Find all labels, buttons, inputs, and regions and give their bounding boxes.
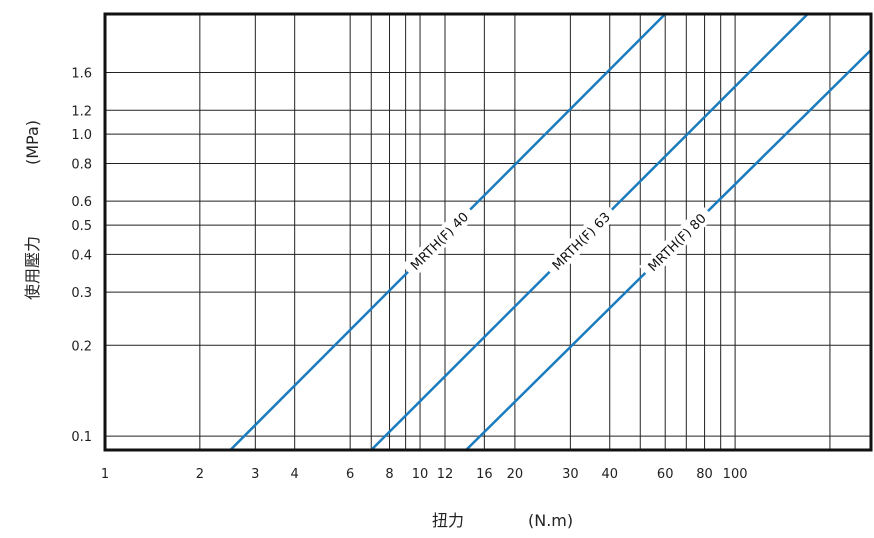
- x-tick-label: 40: [601, 467, 618, 482]
- x-tick-label: 20: [507, 467, 524, 482]
- series-label: MRTH(F) 63: [550, 210, 614, 274]
- x-tick-label: 12: [437, 467, 454, 482]
- x-tick-label: 2: [196, 467, 204, 482]
- x-tick-label: 8: [385, 467, 393, 482]
- series-label-background: [639, 204, 715, 280]
- y-tick-label: 1.2: [71, 104, 92, 119]
- y-axis-title: 使用壓力: [23, 236, 42, 300]
- series-label-background: [401, 203, 477, 279]
- y-tick-label: 0.5: [71, 219, 92, 234]
- x-axis-title: 扭力: [432, 511, 464, 530]
- y-tick-label: 1.0: [71, 128, 92, 143]
- series-label-group: MRTH(F) 63: [543, 203, 619, 279]
- grid-layer: [105, 14, 871, 450]
- x-tick-label: 100: [723, 467, 748, 482]
- x-tick-label: 1: [101, 467, 109, 482]
- y-tick-label: 0.1: [71, 430, 92, 445]
- y-tick-label: 0.8: [71, 157, 92, 172]
- series-layer: [229, 13, 872, 451]
- y-tick-label: 0.2: [71, 339, 92, 354]
- x-tick-label: 80: [696, 467, 713, 482]
- y-tick-label: 0.6: [71, 195, 92, 210]
- x-tick-label: 16: [476, 467, 493, 482]
- series-label: MRTH(F) 80: [646, 211, 710, 275]
- plot-frame: [103, 12, 873, 452]
- series-label-background: [543, 203, 619, 279]
- series-label: MRTH(F) 40: [408, 210, 472, 274]
- x-tick-label: 30: [562, 467, 579, 482]
- series-label-group: MRTH(F) 40: [401, 203, 477, 279]
- y-tick-label: 0.3: [71, 286, 92, 301]
- x-tick-label: 6: [346, 467, 354, 482]
- tick-layer: 1 2 3 4 6 8 10 12 16 20 30 40 60 80 1000.10.20.30.40.5…: [71, 67, 747, 482]
- y-axis-unit: (MPa): [23, 120, 42, 165]
- x-tick-label: 4: [291, 467, 299, 482]
- x-axis-unit: (N.m): [528, 511, 573, 530]
- x-tick-label: 60: [657, 467, 674, 482]
- x-tick-label: 10: [412, 467, 429, 482]
- x-tick-label: 3: [251, 467, 259, 482]
- y-tick-label: 1.6: [71, 67, 92, 82]
- series-label-layer: MRTH(F) 40 MRTH(F) 63 MRTH(F) 80: [401, 203, 715, 280]
- y-tick-label: 0.4: [71, 248, 92, 263]
- series-label-group: MRTH(F) 80: [639, 204, 715, 280]
